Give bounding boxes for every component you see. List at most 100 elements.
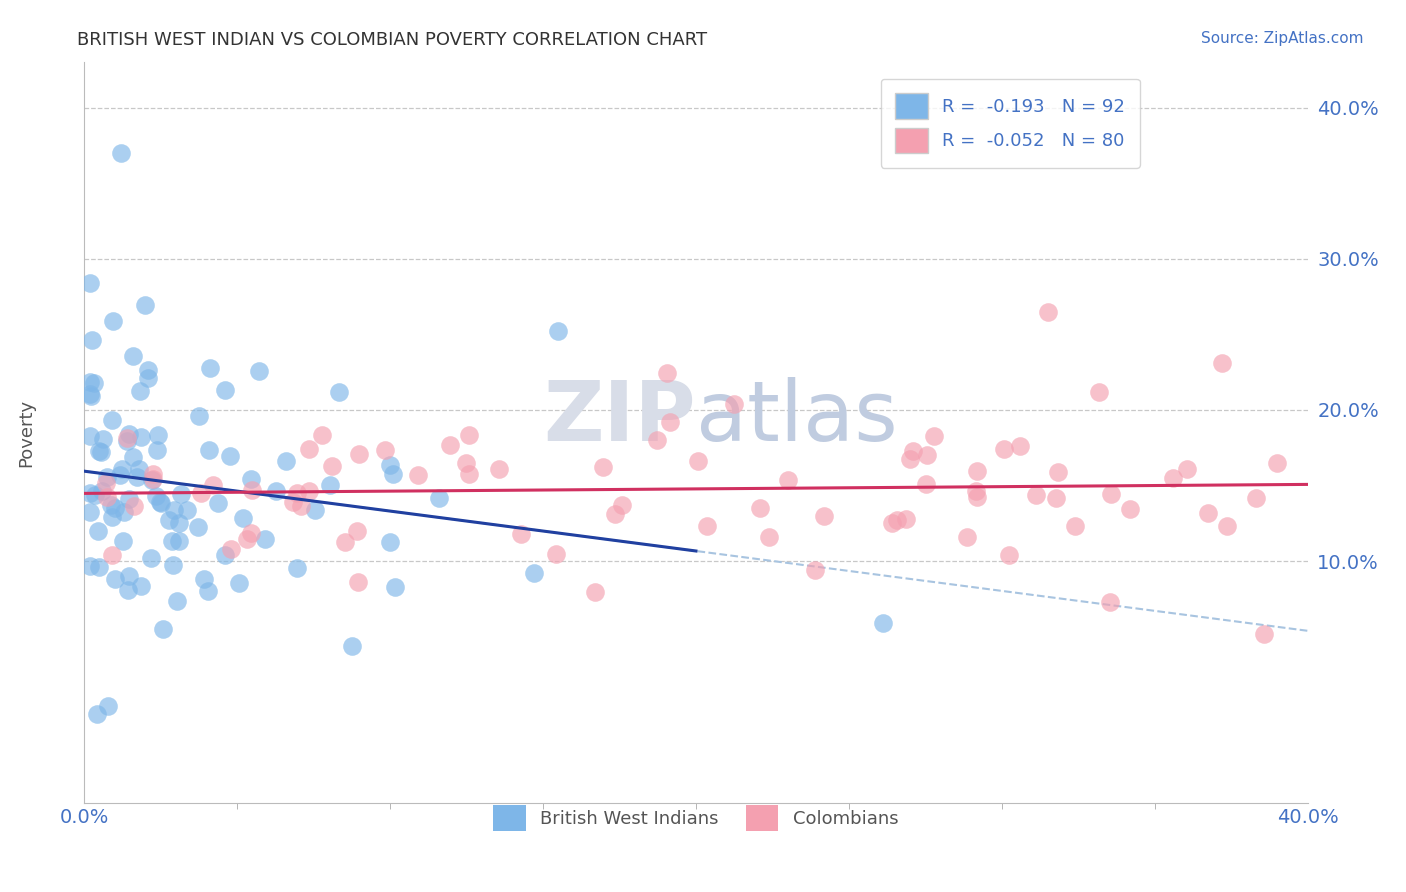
Point: [149, 496, 172, 510]
Point: [1197, 506, 1219, 520]
Point: [117, 569, 139, 583]
Point: [966, 465, 988, 479]
Point: [139, 551, 162, 566]
Point: [380, 535, 402, 549]
Point: [1216, 519, 1239, 533]
Point: [129, 430, 152, 444]
Point: [115, 431, 138, 445]
Point: [298, 483, 321, 498]
Point: [603, 508, 626, 522]
Point: [166, 593, 188, 607]
Point: [149, 495, 172, 509]
Point: [298, 442, 321, 456]
Point: [523, 566, 546, 580]
Point: [880, 516, 903, 531]
Point: [136, 363, 159, 377]
Point: [187, 409, 209, 423]
Point: [406, 467, 429, 482]
Point: [458, 427, 481, 442]
Point: [813, 509, 835, 524]
Point: [136, 371, 159, 385]
Point: [1088, 385, 1111, 400]
Point: [1253, 627, 1275, 641]
Point: [79, 428, 101, 442]
Point: [128, 462, 150, 476]
Point: [886, 513, 908, 527]
Point: [146, 427, 169, 442]
Point: [104, 500, 127, 515]
Point: [96, 469, 118, 483]
Point: [993, 442, 1015, 456]
Point: [374, 443, 396, 458]
Point: [240, 483, 263, 497]
Text: Source: ZipAtlas.com: Source: ZipAtlas.com: [1201, 31, 1364, 46]
Point: [103, 314, 125, 328]
Point: [347, 448, 370, 462]
Text: atlas: atlas: [696, 377, 897, 458]
Point: [228, 576, 250, 591]
Point: [94, 476, 117, 491]
Point: [100, 413, 122, 427]
Point: [101, 510, 124, 524]
Y-axis label: Poverty: Poverty: [18, 399, 35, 467]
Point: [544, 547, 567, 561]
Point: [915, 476, 938, 491]
Point: [457, 467, 479, 481]
Point: [167, 516, 190, 531]
Point: [384, 580, 406, 594]
Point: [90, 445, 112, 459]
Point: [145, 443, 167, 458]
Point: [128, 384, 150, 398]
Point: [100, 498, 122, 512]
Point: [281, 495, 304, 509]
Point: [547, 325, 569, 339]
Point: [427, 491, 450, 505]
Point: [321, 459, 343, 474]
Point: [1244, 491, 1267, 506]
Point: [658, 415, 681, 429]
Point: [592, 459, 614, 474]
Point: [118, 492, 141, 507]
Point: [1161, 471, 1184, 485]
Point: [96, 490, 118, 504]
Point: [111, 534, 134, 549]
Point: [346, 524, 368, 538]
Point: [79, 276, 101, 290]
Point: [285, 486, 308, 500]
Point: [145, 489, 167, 503]
Point: [221, 542, 243, 557]
Point: [97, 699, 120, 714]
Point: [304, 502, 326, 516]
Point: [115, 434, 138, 448]
Point: [142, 472, 165, 486]
Point: [167, 533, 190, 548]
Point: [214, 383, 236, 397]
Point: [110, 146, 132, 161]
Point: [134, 298, 156, 312]
Point: [1211, 356, 1233, 370]
Point: [127, 470, 149, 484]
Point: [157, 514, 180, 528]
Point: [79, 375, 101, 389]
Point: [162, 558, 184, 572]
Point: [898, 451, 921, 466]
Point: [340, 639, 363, 653]
Point: [1064, 518, 1087, 533]
Point: [266, 483, 288, 498]
Point: [1119, 502, 1142, 516]
Point: [83, 376, 105, 391]
Point: [1099, 487, 1122, 501]
Point: [86, 706, 108, 721]
Point: [131, 579, 153, 593]
Point: [152, 622, 174, 636]
Point: [141, 473, 163, 487]
Point: [117, 582, 139, 597]
Point: [193, 572, 215, 586]
Point: [686, 454, 709, 468]
Point: [285, 561, 308, 575]
Point: [328, 384, 350, 399]
Point: [200, 360, 222, 375]
Point: [1008, 439, 1031, 453]
Point: [122, 499, 145, 513]
Point: [219, 449, 242, 463]
